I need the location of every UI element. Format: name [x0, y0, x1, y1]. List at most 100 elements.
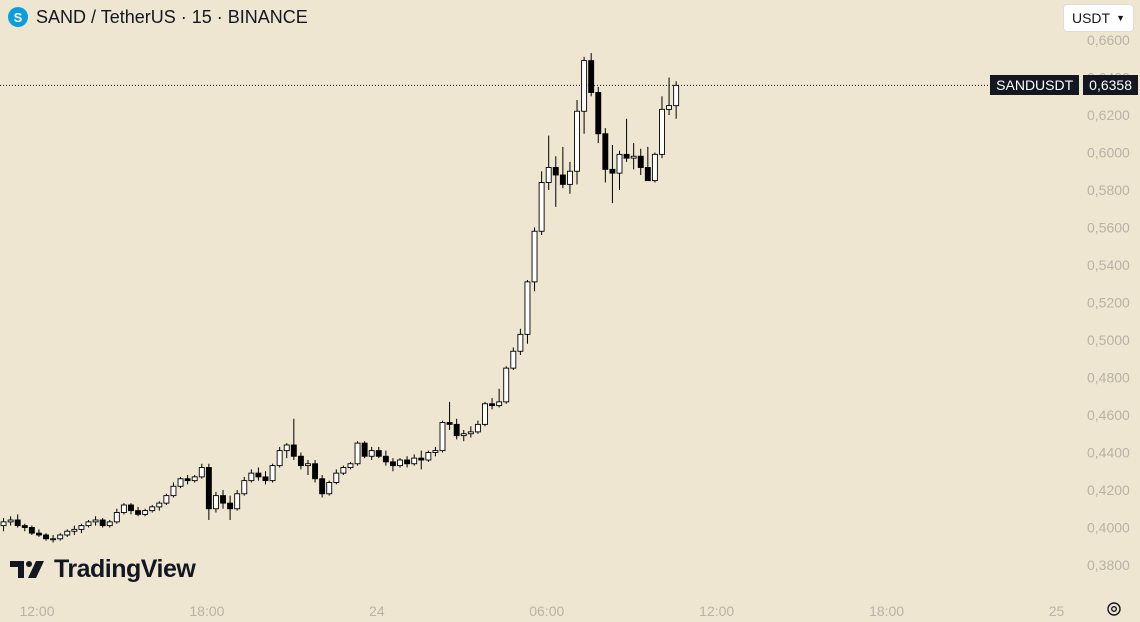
- candle-up: [538, 182, 545, 232]
- candle-up: [581, 60, 588, 112]
- y-tick-label: 0,5000: [1087, 332, 1130, 348]
- currency-label: USDT: [1071, 10, 1111, 26]
- candle-down: [319, 478, 326, 495]
- candle-down: [453, 423, 460, 437]
- x-tick-label: 18:00: [189, 603, 224, 619]
- y-tick-label: 0,4600: [1087, 407, 1130, 423]
- candle-up: [482, 403, 488, 425]
- candle-down: [644, 167, 651, 182]
- candle-up: [0, 521, 7, 527]
- candle-up: [347, 463, 354, 468]
- candle-up: [142, 510, 149, 515]
- symbol-title[interactable]: SAND / TetherUS · 15 · BINANCE: [36, 6, 308, 27]
- candle-down: [227, 502, 234, 510]
- candle-down: [135, 510, 142, 515]
- candle-down: [623, 153, 630, 159]
- candle-down: [220, 495, 226, 504]
- candle-down: [552, 167, 559, 176]
- candle-up: [120, 504, 127, 513]
- candle-down: [99, 519, 106, 527]
- candle-down: [128, 504, 134, 512]
- candle-down: [389, 461, 396, 467]
- candle-up: [177, 478, 184, 487]
- x-tick-label: 25: [1049, 603, 1065, 619]
- candle-up: [425, 452, 432, 461]
- y-axis: 0,66000,64000,62000,60000,58000,56000,54…: [1087, 32, 1130, 573]
- candle-down: [184, 478, 191, 482]
- candle-up: [57, 534, 64, 540]
- candle-up: [234, 493, 241, 510]
- candle-up: [651, 153, 658, 182]
- candle-up: [439, 422, 446, 452]
- candle-up: [50, 538, 57, 541]
- candle-up: [212, 495, 219, 510]
- candle-down: [609, 168, 616, 174]
- candle-down: [637, 155, 644, 168]
- chart-header: S SAND / TetherUS · 15 · BINANCE: [8, 4, 308, 30]
- candle-up: [630, 155, 637, 159]
- candle-up: [85, 521, 92, 527]
- y-tick-label: 0,4200: [1087, 482, 1130, 498]
- x-tick-label: 18:00: [869, 603, 904, 619]
- candle-up: [503, 367, 510, 403]
- candle-down: [404, 459, 411, 465]
- candle-down: [375, 450, 382, 457]
- candle-up: [510, 350, 517, 369]
- candle-up: [467, 431, 474, 435]
- candle-up: [333, 472, 340, 483]
- x-axis: 12:00 18:00 24 06:00 12:00 18:00 25: [19, 603, 1064, 619]
- candle-up: [474, 423, 481, 433]
- tradingview-watermark[interactable]: TradingView: [10, 553, 196, 585]
- candle-up: [574, 110, 580, 172]
- currency-select[interactable]: USDT ▼: [1062, 4, 1134, 32]
- candle-up: [156, 502, 163, 508]
- candle-up: [673, 84, 680, 107]
- sand-coin-icon: S: [8, 7, 28, 27]
- y-tick-label: 0,5400: [1087, 257, 1130, 273]
- candle-up: [432, 450, 439, 453]
- y-tick-label: 0,5200: [1087, 295, 1130, 311]
- x-tick-label: 06:00: [529, 603, 564, 619]
- candle-up: [566, 170, 573, 185]
- candle-up: [71, 528, 78, 532]
- candle-up: [248, 472, 255, 482]
- candle-down: [21, 525, 28, 528]
- candle-up: [666, 105, 673, 110]
- candle-up: [113, 512, 120, 523]
- candle-up: [524, 281, 531, 335]
- price-tag-symbol: SANDUSDT: [990, 75, 1080, 96]
- candle-up: [78, 525, 85, 530]
- candle-down: [262, 476, 269, 482]
- candle-down: [205, 467, 212, 510]
- candle-up: [531, 230, 538, 283]
- candle-down: [43, 534, 49, 540]
- y-tick-label: 0,6000: [1087, 145, 1130, 161]
- candle-down: [312, 463, 319, 480]
- candle-up: [354, 442, 361, 465]
- candle-down: [382, 455, 389, 463]
- candles-group: [0, 53, 680, 543]
- chevron-down-icon: ▼: [1116, 13, 1125, 23]
- y-tick-label: 0,3800: [1087, 557, 1130, 573]
- candle-up: [163, 495, 170, 504]
- price-tag-value: 0,6358: [1083, 75, 1138, 96]
- candle-up: [397, 459, 403, 467]
- candle-up: [7, 519, 14, 523]
- candle-up: [616, 153, 623, 174]
- candle-down: [446, 422, 453, 425]
- candle-down: [588, 60, 595, 93]
- x-tick-label: 24: [369, 603, 385, 619]
- candle-down: [595, 92, 602, 135]
- candle-up: [460, 433, 467, 437]
- candle-up: [269, 465, 276, 482]
- candle-down: [290, 444, 297, 457]
- y-tick-label: 0,4400: [1087, 445, 1130, 461]
- y-tick-label: 0,5600: [1087, 220, 1130, 236]
- candle-down: [14, 519, 21, 527]
- gear-icon[interactable]: [1106, 601, 1122, 617]
- candle-down: [297, 455, 304, 467]
- candle-down: [418, 457, 425, 461]
- last-price-tag: SANDUSDT 0,6358: [990, 75, 1138, 96]
- x-tick-label: 12:00: [699, 603, 734, 619]
